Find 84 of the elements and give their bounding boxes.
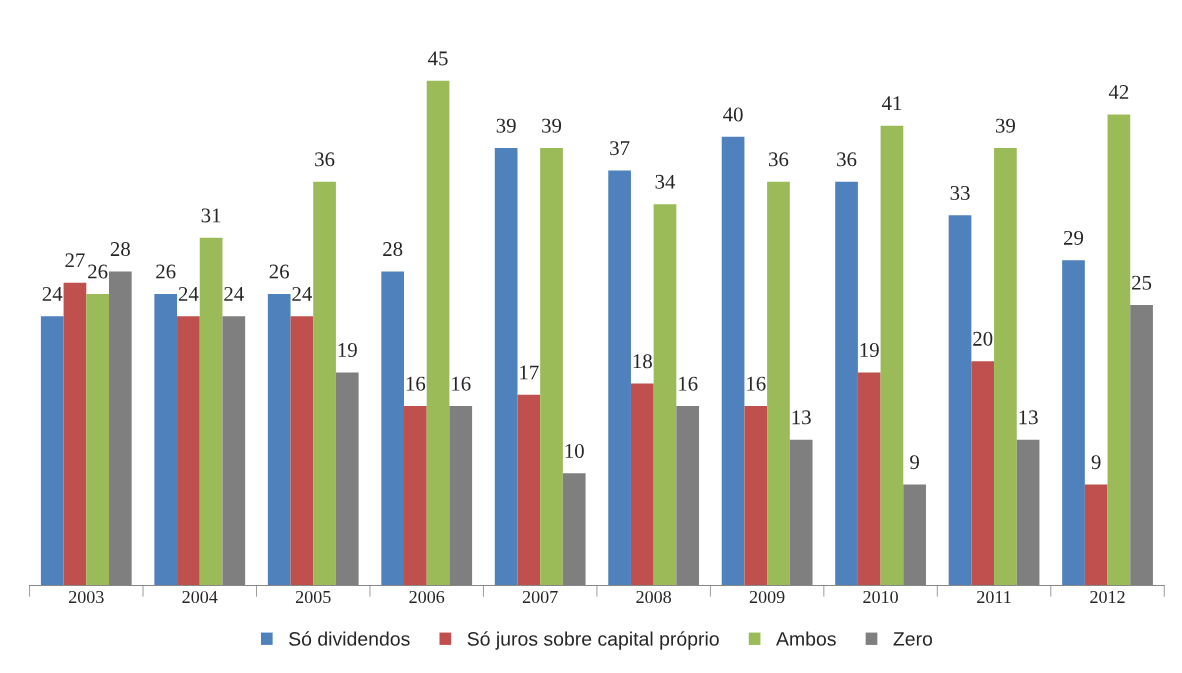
data-label: 28 xyxy=(383,242,403,257)
data-label: 36 xyxy=(837,152,857,167)
bar xyxy=(948,215,972,586)
data-label: 39 xyxy=(542,118,562,133)
data-label: 16 xyxy=(747,376,766,391)
bar xyxy=(1084,484,1108,586)
bar xyxy=(86,293,109,586)
bar xyxy=(313,181,336,586)
x-tick-label: 2007 xyxy=(522,590,558,604)
data-label: 39 xyxy=(995,118,1015,133)
data-label: 39 xyxy=(496,118,516,133)
bar xyxy=(767,181,790,586)
data-label: 26 xyxy=(88,264,108,279)
data-label: 31 xyxy=(201,208,221,223)
bar xyxy=(267,293,291,586)
data-label: 26 xyxy=(156,264,176,279)
x-tick-label: 2010 xyxy=(863,590,898,604)
data-label: 13 xyxy=(1019,410,1038,425)
bar xyxy=(721,136,745,586)
bar xyxy=(880,125,904,586)
data-label: 45 xyxy=(428,51,448,66)
data-label: 9 xyxy=(1091,455,1101,470)
data-label: 42 xyxy=(1108,85,1129,99)
data-label: 27 xyxy=(65,253,85,268)
legend-label: Só dividendos xyxy=(289,631,410,646)
data-label: 18 xyxy=(633,354,652,369)
bar xyxy=(494,148,518,586)
data-label: 19 xyxy=(860,343,879,358)
data-label: 28 xyxy=(110,242,130,257)
bar xyxy=(653,204,677,586)
x-tick-label: 2008 xyxy=(636,590,672,604)
x-tick-label: 2012 xyxy=(1090,590,1125,604)
bar xyxy=(994,148,1017,586)
data-label: 29 xyxy=(1063,230,1084,245)
data-label: 24 xyxy=(178,286,199,301)
legend-label: Ambos xyxy=(776,631,836,646)
bar xyxy=(177,316,200,586)
bar xyxy=(517,394,541,586)
x-tick-label: 2011 xyxy=(977,590,1011,604)
data-label: 34 xyxy=(655,174,676,189)
legend-label: Só juros sobre capital próprio xyxy=(467,631,719,650)
data-label: 16 xyxy=(406,376,426,391)
data-label: 16 xyxy=(679,376,698,391)
data-label: 20 xyxy=(973,331,993,346)
bar xyxy=(835,181,858,586)
bar xyxy=(40,316,64,586)
data-label: 25 xyxy=(1132,275,1152,290)
data-label: 40 xyxy=(723,107,743,122)
bar xyxy=(1062,260,1085,586)
x-tick-label: 2004 xyxy=(182,590,218,604)
data-label: 24 xyxy=(224,286,244,301)
bar xyxy=(857,372,881,586)
data-label: 33 xyxy=(950,186,970,201)
bar xyxy=(199,237,223,586)
data-label: 16 xyxy=(452,376,471,391)
bar xyxy=(971,361,995,586)
bar xyxy=(540,148,563,586)
x-tick-label: 2005 xyxy=(295,590,331,604)
data-label: 37 xyxy=(610,141,630,156)
data-label: 24 xyxy=(292,286,312,301)
x-tick-label: 2006 xyxy=(409,590,445,604)
bar xyxy=(426,80,450,586)
data-label: 41 xyxy=(881,96,902,111)
bar xyxy=(290,316,314,586)
bar xyxy=(404,406,427,586)
data-label: 13 xyxy=(792,410,811,425)
bar xyxy=(154,293,178,586)
bar xyxy=(744,406,768,586)
bar xyxy=(63,282,87,586)
data-label: 9 xyxy=(910,455,919,470)
bar xyxy=(381,271,405,586)
data-label: 24 xyxy=(42,286,63,301)
x-tick-label: 2009 xyxy=(749,590,785,604)
data-label: 19 xyxy=(338,343,357,358)
bar xyxy=(608,170,631,586)
bar xyxy=(630,383,654,586)
data-label: 17 xyxy=(520,365,539,380)
x-tick-label: 2003 xyxy=(69,590,104,604)
data-label: 36 xyxy=(769,152,789,167)
bar xyxy=(1107,114,1131,586)
data-label: 36 xyxy=(315,152,335,167)
data-label: 26 xyxy=(269,264,289,279)
data-label: 10 xyxy=(565,443,584,458)
legend-label: Zero xyxy=(893,632,933,646)
